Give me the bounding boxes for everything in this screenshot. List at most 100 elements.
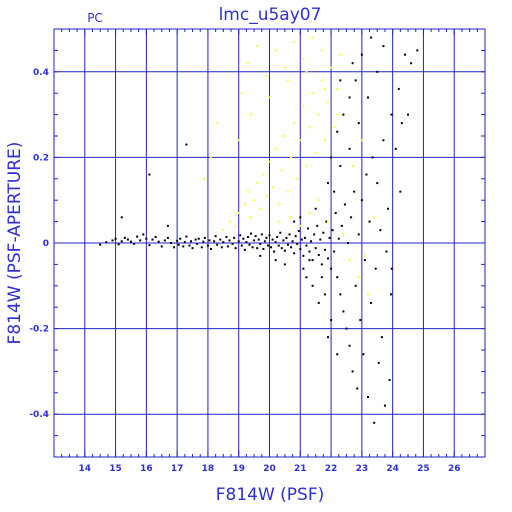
data-point <box>250 113 253 116</box>
data-point <box>214 235 217 238</box>
plot-frame <box>53 28 486 458</box>
series-black-points <box>99 36 419 424</box>
data-point <box>279 231 282 234</box>
data-point <box>388 378 391 381</box>
data-point <box>306 227 309 230</box>
data-point <box>237 139 240 142</box>
data-point <box>303 236 306 239</box>
data-point <box>350 216 353 219</box>
data-point <box>259 254 262 257</box>
data-point <box>362 353 365 356</box>
data-point <box>359 319 362 322</box>
data-point <box>271 186 274 189</box>
data-point <box>302 105 305 108</box>
data-point <box>117 243 120 246</box>
data-point <box>291 240 294 243</box>
data-point <box>234 247 237 250</box>
data-point <box>294 235 297 238</box>
data-point <box>308 259 311 262</box>
data-point <box>270 246 273 249</box>
data-point <box>367 293 370 296</box>
data-point <box>148 173 151 176</box>
data-point <box>166 224 169 227</box>
data-point <box>296 242 299 245</box>
data-point <box>382 45 385 48</box>
data-point <box>351 370 354 373</box>
data-point <box>345 327 348 330</box>
x-tick-label: 23 <box>356 464 369 474</box>
data-point <box>188 244 191 247</box>
data-point <box>340 224 343 227</box>
data-point <box>228 239 231 242</box>
data-point <box>317 113 320 116</box>
data-point <box>397 87 400 90</box>
x-tick-label: 25 <box>417 464 430 474</box>
data-point <box>353 190 356 193</box>
data-point <box>228 220 231 223</box>
data-point <box>337 237 340 240</box>
data-point <box>311 284 314 287</box>
data-point <box>299 139 302 142</box>
data-point <box>196 242 199 245</box>
y-tick-label: -0.4 <box>29 410 49 420</box>
data-point <box>380 336 383 339</box>
data-point <box>242 237 245 240</box>
data-point <box>376 182 379 185</box>
data-point <box>197 237 200 240</box>
data-point <box>288 233 291 236</box>
data-point <box>326 257 329 260</box>
data-point <box>348 344 351 347</box>
data-point <box>293 220 296 223</box>
data-point <box>250 232 253 235</box>
data-point <box>250 216 253 219</box>
data-point <box>348 96 351 99</box>
data-point <box>390 293 393 296</box>
data-point <box>259 242 262 245</box>
data-point <box>253 239 256 242</box>
data-point <box>259 207 262 210</box>
data-point <box>302 267 305 270</box>
data-point <box>336 113 339 116</box>
data-point <box>403 53 406 56</box>
x-tick-label: 24 <box>386 464 399 474</box>
data-point <box>194 238 197 241</box>
data-point <box>323 293 326 296</box>
data-point <box>299 216 302 219</box>
data-point <box>326 182 329 185</box>
data-point <box>111 239 114 242</box>
data-point <box>326 336 329 339</box>
data-point <box>416 49 419 52</box>
data-point <box>328 236 331 239</box>
data-point <box>286 190 289 193</box>
data-point <box>354 79 357 82</box>
series-yellow-points <box>203 36 376 296</box>
data-point <box>348 259 351 262</box>
grid <box>53 28 486 458</box>
data-point <box>246 236 249 239</box>
data-point <box>320 49 323 52</box>
data-point <box>320 263 323 266</box>
data-point <box>120 216 123 219</box>
data-point <box>330 156 333 159</box>
data-point <box>139 239 142 242</box>
data-point <box>317 301 320 304</box>
data-point <box>310 240 313 243</box>
data-point <box>219 238 222 241</box>
data-point <box>316 224 319 227</box>
data-point <box>142 233 145 236</box>
data-point <box>293 252 296 255</box>
data-point <box>262 247 265 250</box>
data-point <box>342 233 345 236</box>
data-point <box>407 113 410 116</box>
data-point <box>234 224 237 227</box>
data-point <box>148 244 151 247</box>
data-point <box>331 229 334 232</box>
data-point <box>254 235 257 238</box>
data-point <box>399 190 402 193</box>
data-point <box>220 246 223 249</box>
data-point <box>240 92 243 95</box>
data-point <box>265 236 268 239</box>
data-point <box>377 361 380 364</box>
data-point <box>387 207 390 210</box>
